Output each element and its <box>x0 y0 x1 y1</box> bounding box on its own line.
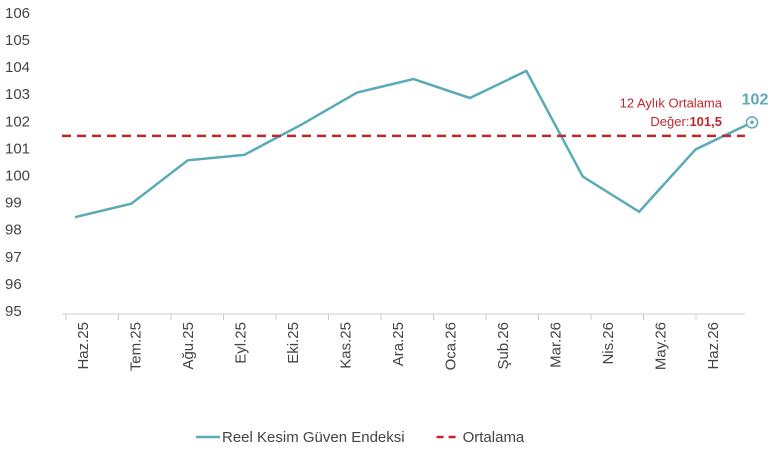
x-tick-label: Şub.26 <box>495 322 512 370</box>
legend-label: Ortalama <box>463 429 525 446</box>
y-tick-label: 104 <box>5 59 30 76</box>
y-tick-label: 106 <box>5 5 30 22</box>
average-value: Değer:101,5 <box>650 114 722 129</box>
x-tick-label: Eyl.25 <box>232 322 249 364</box>
x-tick-label: Eki.25 <box>285 322 302 364</box>
x-tick-label: Ara.25 <box>390 322 407 366</box>
series-line <box>74 69 753 219</box>
y-tick-label: 100 <box>5 168 30 185</box>
end-marker-dot <box>750 120 754 125</box>
y-tick-label: 103 <box>5 86 30 103</box>
x-tick-label: Mar.26 <box>547 322 564 368</box>
x-tick-label: Ağu.25 <box>180 322 197 370</box>
y-tick-label: 96 <box>5 276 22 293</box>
x-tick-label: Haz.26 <box>705 322 722 370</box>
y-tick-label: 97 <box>5 249 22 266</box>
average-label: 101,5 <box>689 114 722 129</box>
y-tick-label: 105 <box>5 32 30 49</box>
x-tick-label: Nis.26 <box>600 322 617 365</box>
y-tick-label: 101 <box>5 140 30 157</box>
end-label: 102 <box>742 92 769 109</box>
x-tick-label: Haz.25 <box>75 322 92 370</box>
x-tick-label: May.26 <box>652 322 669 370</box>
average-prefix: Değer: <box>650 114 689 129</box>
x-tick-label: Kas.25 <box>337 322 354 369</box>
y-tick-label: 99 <box>5 195 22 212</box>
y-tick-label: 102 <box>5 113 30 130</box>
y-tick-label: 98 <box>5 222 22 239</box>
x-tick-label: Oca.26 <box>442 322 459 370</box>
x-tick-label: Tem.25 <box>127 322 144 371</box>
average-annotation: 12 Aylık Ortalama <box>620 95 723 110</box>
y-tick-label: 95 <box>5 303 22 320</box>
legend-label: Reel Kesim Güven Endeksi <box>222 429 405 446</box>
